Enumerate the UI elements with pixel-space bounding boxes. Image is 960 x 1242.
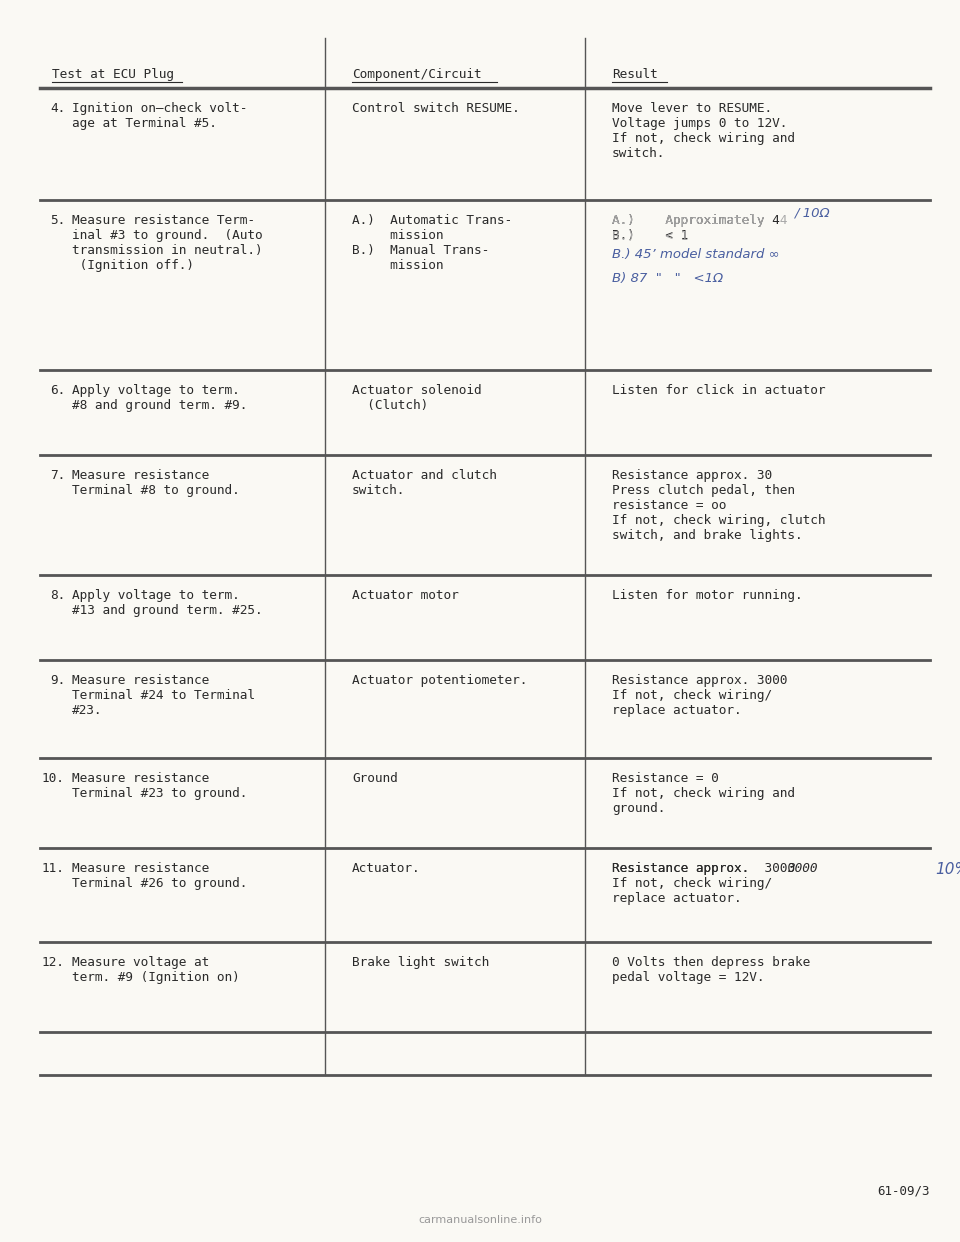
Text: Ground: Ground <box>352 773 397 785</box>
Text: Measure resistance
Terminal #26 to ground.: Measure resistance Terminal #26 to groun… <box>72 862 248 891</box>
Text: Resistance = 0
If not, check wiring and
ground.: Resistance = 0 If not, check wiring and … <box>612 773 795 815</box>
Text: Ignition on—check volt-
age at Terminal #5.: Ignition on—check volt- age at Terminal … <box>72 102 248 130</box>
Text: Listen for motor running.: Listen for motor running. <box>612 589 803 602</box>
Text: Brake light switch: Brake light switch <box>352 956 490 969</box>
Text: B.)    < 1: B.) < 1 <box>612 230 688 243</box>
Text: Listen for click in actuator: Listen for click in actuator <box>612 384 826 397</box>
Text: Actuator and clutch
switch.: Actuator and clutch switch. <box>352 469 497 497</box>
Text: A.)  Automatic Trans-
     mission
B.)  Manual Trans-
     mission: A.) Automatic Trans- mission B.) Manual … <box>352 214 512 272</box>
Text: A.)    Approximately 4
B.)    < 1: A.) Approximately 4 B.) < 1 <box>612 214 780 242</box>
Text: Actuator potentiometer.: Actuator potentiometer. <box>352 674 527 687</box>
Text: Control switch RESUME.: Control switch RESUME. <box>352 102 519 116</box>
Text: Measure resistance
Terminal #8 to ground.: Measure resistance Terminal #8 to ground… <box>72 469 240 497</box>
Text: Apply voltage to term.
#13 and ground term. #25.: Apply voltage to term. #13 and ground te… <box>72 589 263 617</box>
Text: A.)    Approximately  4: A.) Approximately 4 <box>612 214 787 227</box>
Text: Measure resistance
Terminal #24 to Terminal
#23.: Measure resistance Terminal #24 to Termi… <box>72 674 255 717</box>
Text: Measure resistance
Terminal #23 to ground.: Measure resistance Terminal #23 to groun… <box>72 773 248 800</box>
Text: 0 Volts then depress brake
pedal voltage = 12V.: 0 Volts then depress brake pedal voltage… <box>612 956 810 984</box>
Text: Result: Result <box>612 68 658 81</box>
Text: Actuator motor: Actuator motor <box>352 589 459 602</box>
Text: 61-09/3: 61-09/3 <box>877 1185 930 1199</box>
Text: 4.: 4. <box>50 102 65 116</box>
Text: 3000: 3000 <box>787 862 818 876</box>
Text: Component/Circuit: Component/Circuit <box>352 68 482 81</box>
Text: 9.: 9. <box>50 674 65 687</box>
Text: 10%: 10% <box>935 862 960 877</box>
Text: carmanualsonline.info: carmanualsonline.info <box>418 1215 542 1225</box>
Text: Resistance approx. 30
Press clutch pedal, then
resistance = oo
If not, check wir: Resistance approx. 30 Press clutch pedal… <box>612 469 826 542</box>
Text: Resistance approx. 3000
If not, check wiring/
replace actuator.: Resistance approx. 3000 If not, check wi… <box>612 674 787 717</box>
Text: 8.: 8. <box>50 589 65 602</box>
Text: 12.: 12. <box>42 956 65 969</box>
Text: Resistance approx.: Resistance approx. <box>612 862 764 876</box>
Text: Measure voltage at
term. #9 (Ignition on): Measure voltage at term. #9 (Ignition on… <box>72 956 240 984</box>
Text: Move lever to RESUME.
Voltage jumps 0 to 12V.
If not, check wiring and
switch.: Move lever to RESUME. Voltage jumps 0 to… <box>612 102 795 160</box>
Text: 11.: 11. <box>42 862 65 876</box>
Text: Apply voltage to term.
#8 and ground term. #9.: Apply voltage to term. #8 and ground ter… <box>72 384 248 412</box>
Text: / 10Ω: / 10Ω <box>795 206 830 219</box>
Text: Actuator solenoid
  (Clutch): Actuator solenoid (Clutch) <box>352 384 482 412</box>
Text: B.) 45’ model standard ∞: B.) 45’ model standard ∞ <box>612 248 780 261</box>
Text: 7.: 7. <box>50 469 65 482</box>
Text: Resistance approx.  3000
If not, check wiring/
replace actuator.: Resistance approx. 3000 If not, check wi… <box>612 862 795 905</box>
Text: 5.: 5. <box>50 214 65 227</box>
Text: B) 87  "   "   <1Ω: B) 87 " " <1Ω <box>612 272 723 284</box>
Text: 6.: 6. <box>50 384 65 397</box>
Text: Measure resistance Term-
inal #3 to ground.  (Auto
transmission in neutral.)
 (I: Measure resistance Term- inal #3 to grou… <box>72 214 263 272</box>
Text: 10.: 10. <box>42 773 65 785</box>
Text: Actuator.: Actuator. <box>352 862 420 876</box>
Text: Test at ECU Plug: Test at ECU Plug <box>52 68 174 81</box>
